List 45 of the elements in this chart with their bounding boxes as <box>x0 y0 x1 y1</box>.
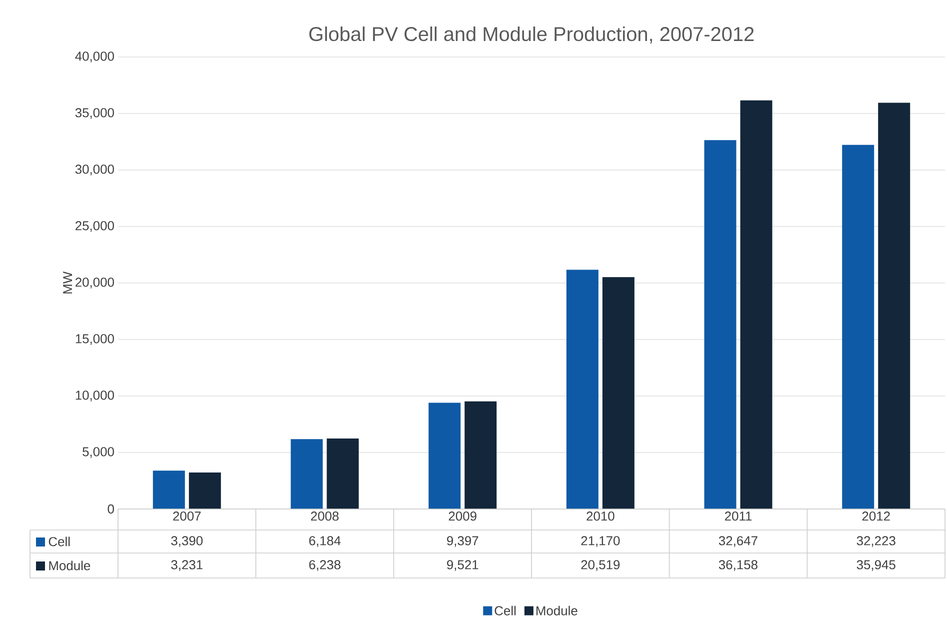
y-tick-label: 30,000 <box>75 164 114 176</box>
x-tick-label: 2011 <box>724 512 752 521</box>
bar <box>326 438 359 510</box>
bar <box>704 140 736 510</box>
legend-label: Module <box>536 606 578 616</box>
y-tick-label: 25,000 <box>76 221 114 232</box>
y-tick-label: 40,000 <box>75 52 114 62</box>
data-label: 21,170 <box>581 536 620 547</box>
data-label: 20,519 <box>581 560 620 571</box>
y-tick-label: 10,000 <box>76 390 114 402</box>
data-label: 32,223 <box>856 536 896 547</box>
y-tick-label: 5,000 <box>82 447 114 458</box>
bar <box>152 470 185 510</box>
data-label: 9,521 <box>447 560 478 571</box>
x-tick-label: 2009 <box>448 512 476 521</box>
data-label: 9,397 <box>447 536 478 547</box>
y-tick-label: 35,000 <box>75 108 114 119</box>
bar <box>188 472 221 510</box>
text: Module <box>49 560 90 570</box>
bar <box>602 277 634 510</box>
bar <box>464 402 497 510</box>
data-label: 35,945 <box>856 560 896 571</box>
y-axis-title: MW <box>63 272 72 294</box>
data-label: 36,158 <box>718 560 758 571</box>
x-tick-label: 2010 <box>586 512 614 521</box>
x-tick-label: 2008 <box>311 512 339 521</box>
bar <box>878 102 910 510</box>
data-label: 6,184 <box>309 536 341 547</box>
x-tick-label: 2007 <box>173 512 201 521</box>
chart-title: Global PV Cell and Module Production, 2007-2012 <box>309 26 754 44</box>
y-tick-label: 20,000 <box>76 278 114 288</box>
bar <box>740 100 772 510</box>
bar <box>842 145 874 510</box>
data-label: 3,390 <box>171 536 203 547</box>
data-label: 3,231 <box>171 560 202 571</box>
data-label: 6,238 <box>309 560 340 571</box>
x-tick-label: 2012 <box>862 512 890 521</box>
bar <box>566 270 598 510</box>
y-tick-label: 0 <box>108 504 114 514</box>
data-label: 32,647 <box>718 536 758 547</box>
bar <box>428 402 461 510</box>
legend-label: Cell <box>48 536 70 546</box>
bar <box>290 439 323 510</box>
y-tick-label: 15,000 <box>76 334 114 345</box>
text: Cell <box>494 606 516 616</box>
